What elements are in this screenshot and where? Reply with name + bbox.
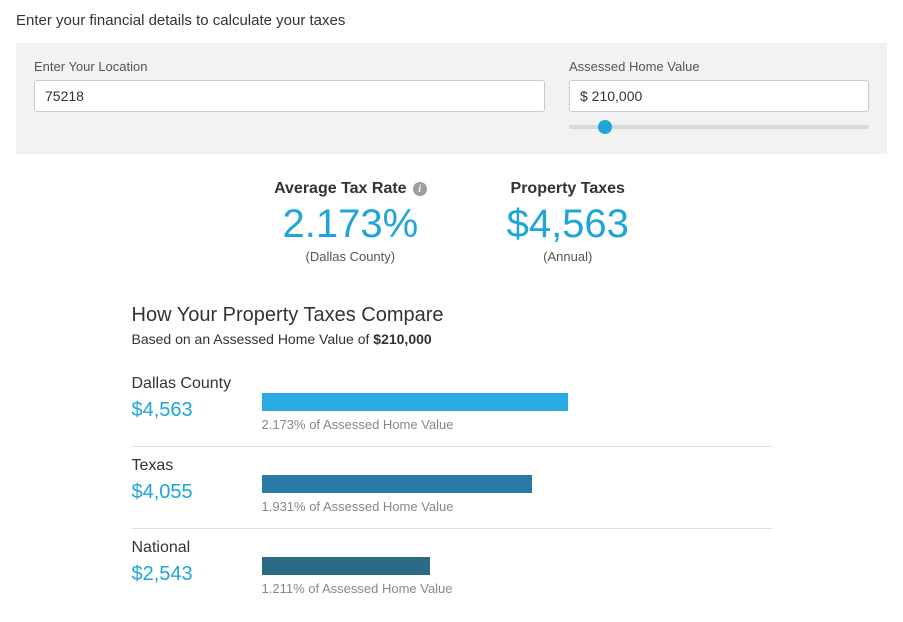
compare-right: 2.173% of Assessed Home Value [252, 375, 772, 432]
avg-tax-rate-title-text: Average Tax Rate [274, 180, 407, 198]
compare-section: How Your Property Taxes Compare Based on… [132, 304, 772, 610]
compare-bar [262, 475, 532, 493]
property-taxes-block: Property Taxes $4,563 (Annual) [507, 180, 629, 264]
compare-right: 1.211% of Assessed Home Value [252, 539, 772, 596]
home-value-input[interactable] [569, 80, 869, 112]
compare-bar [262, 557, 430, 575]
bar-wrap [262, 475, 772, 493]
compare-left: Texas $4,055 [132, 457, 252, 514]
compare-amount: $4,563 [132, 399, 252, 422]
bar-wrap [262, 557, 772, 575]
compare-name: Dallas County [132, 375, 252, 393]
page-header: Enter your financial details to calculat… [16, 12, 887, 29]
home-value-group: Assessed Home Value [569, 59, 869, 134]
compare-amount: $2,543 [132, 563, 252, 586]
compare-left: National $2,543 [132, 539, 252, 596]
compare-row: Texas $4,055 1.931% of Assessed Home Value [132, 447, 772, 529]
compare-subtitle-prefix: Based on an Assessed Home Value of [132, 331, 374, 347]
bar-wrap [262, 393, 772, 411]
bar-caption: 2.173% of Assessed Home Value [262, 417, 772, 432]
home-value-label: Assessed Home Value [569, 59, 869, 74]
property-taxes-title: Property Taxes [507, 180, 629, 198]
compare-amount: $4,055 [132, 481, 252, 504]
avg-tax-rate-value: 2.173% [274, 202, 427, 247]
slider-thumb[interactable] [598, 120, 612, 134]
location-group: Enter Your Location [34, 59, 545, 134]
bar-caption: 1.931% of Assessed Home Value [262, 499, 772, 514]
property-taxes-value: $4,563 [507, 202, 629, 247]
compare-name: National [132, 539, 252, 557]
compare-subtitle-value: $210,000 [373, 331, 431, 347]
home-value-slider[interactable] [569, 120, 869, 134]
avg-tax-rate-sub: (Dallas County) [274, 249, 427, 264]
compare-title: How Your Property Taxes Compare [132, 304, 772, 327]
bar-caption: 1.211% of Assessed Home Value [262, 581, 772, 596]
compare-bar [262, 393, 568, 411]
compare-right: 1.931% of Assessed Home Value [252, 457, 772, 514]
results-row: Average Tax Rate i 2.173% (Dallas County… [16, 180, 887, 264]
compare-subtitle: Based on an Assessed Home Value of $210,… [132, 331, 772, 347]
property-taxes-sub: (Annual) [507, 249, 629, 264]
avg-tax-rate-block: Average Tax Rate i 2.173% (Dallas County… [274, 180, 427, 264]
location-input[interactable] [34, 80, 545, 112]
compare-left: Dallas County $4,563 [132, 375, 252, 432]
compare-row: Dallas County $4,563 2.173% of Assessed Ho… [132, 365, 772, 447]
compare-name: Texas [132, 457, 252, 475]
info-icon[interactable]: i [413, 182, 427, 196]
avg-tax-rate-title: Average Tax Rate i [274, 180, 427, 198]
compare-row: National $2,543 1.211% of Assessed Home Va… [132, 529, 772, 610]
input-panel: Enter Your Location Assessed Home Value [16, 43, 887, 154]
slider-track [569, 125, 869, 129]
location-label: Enter Your Location [34, 59, 545, 74]
